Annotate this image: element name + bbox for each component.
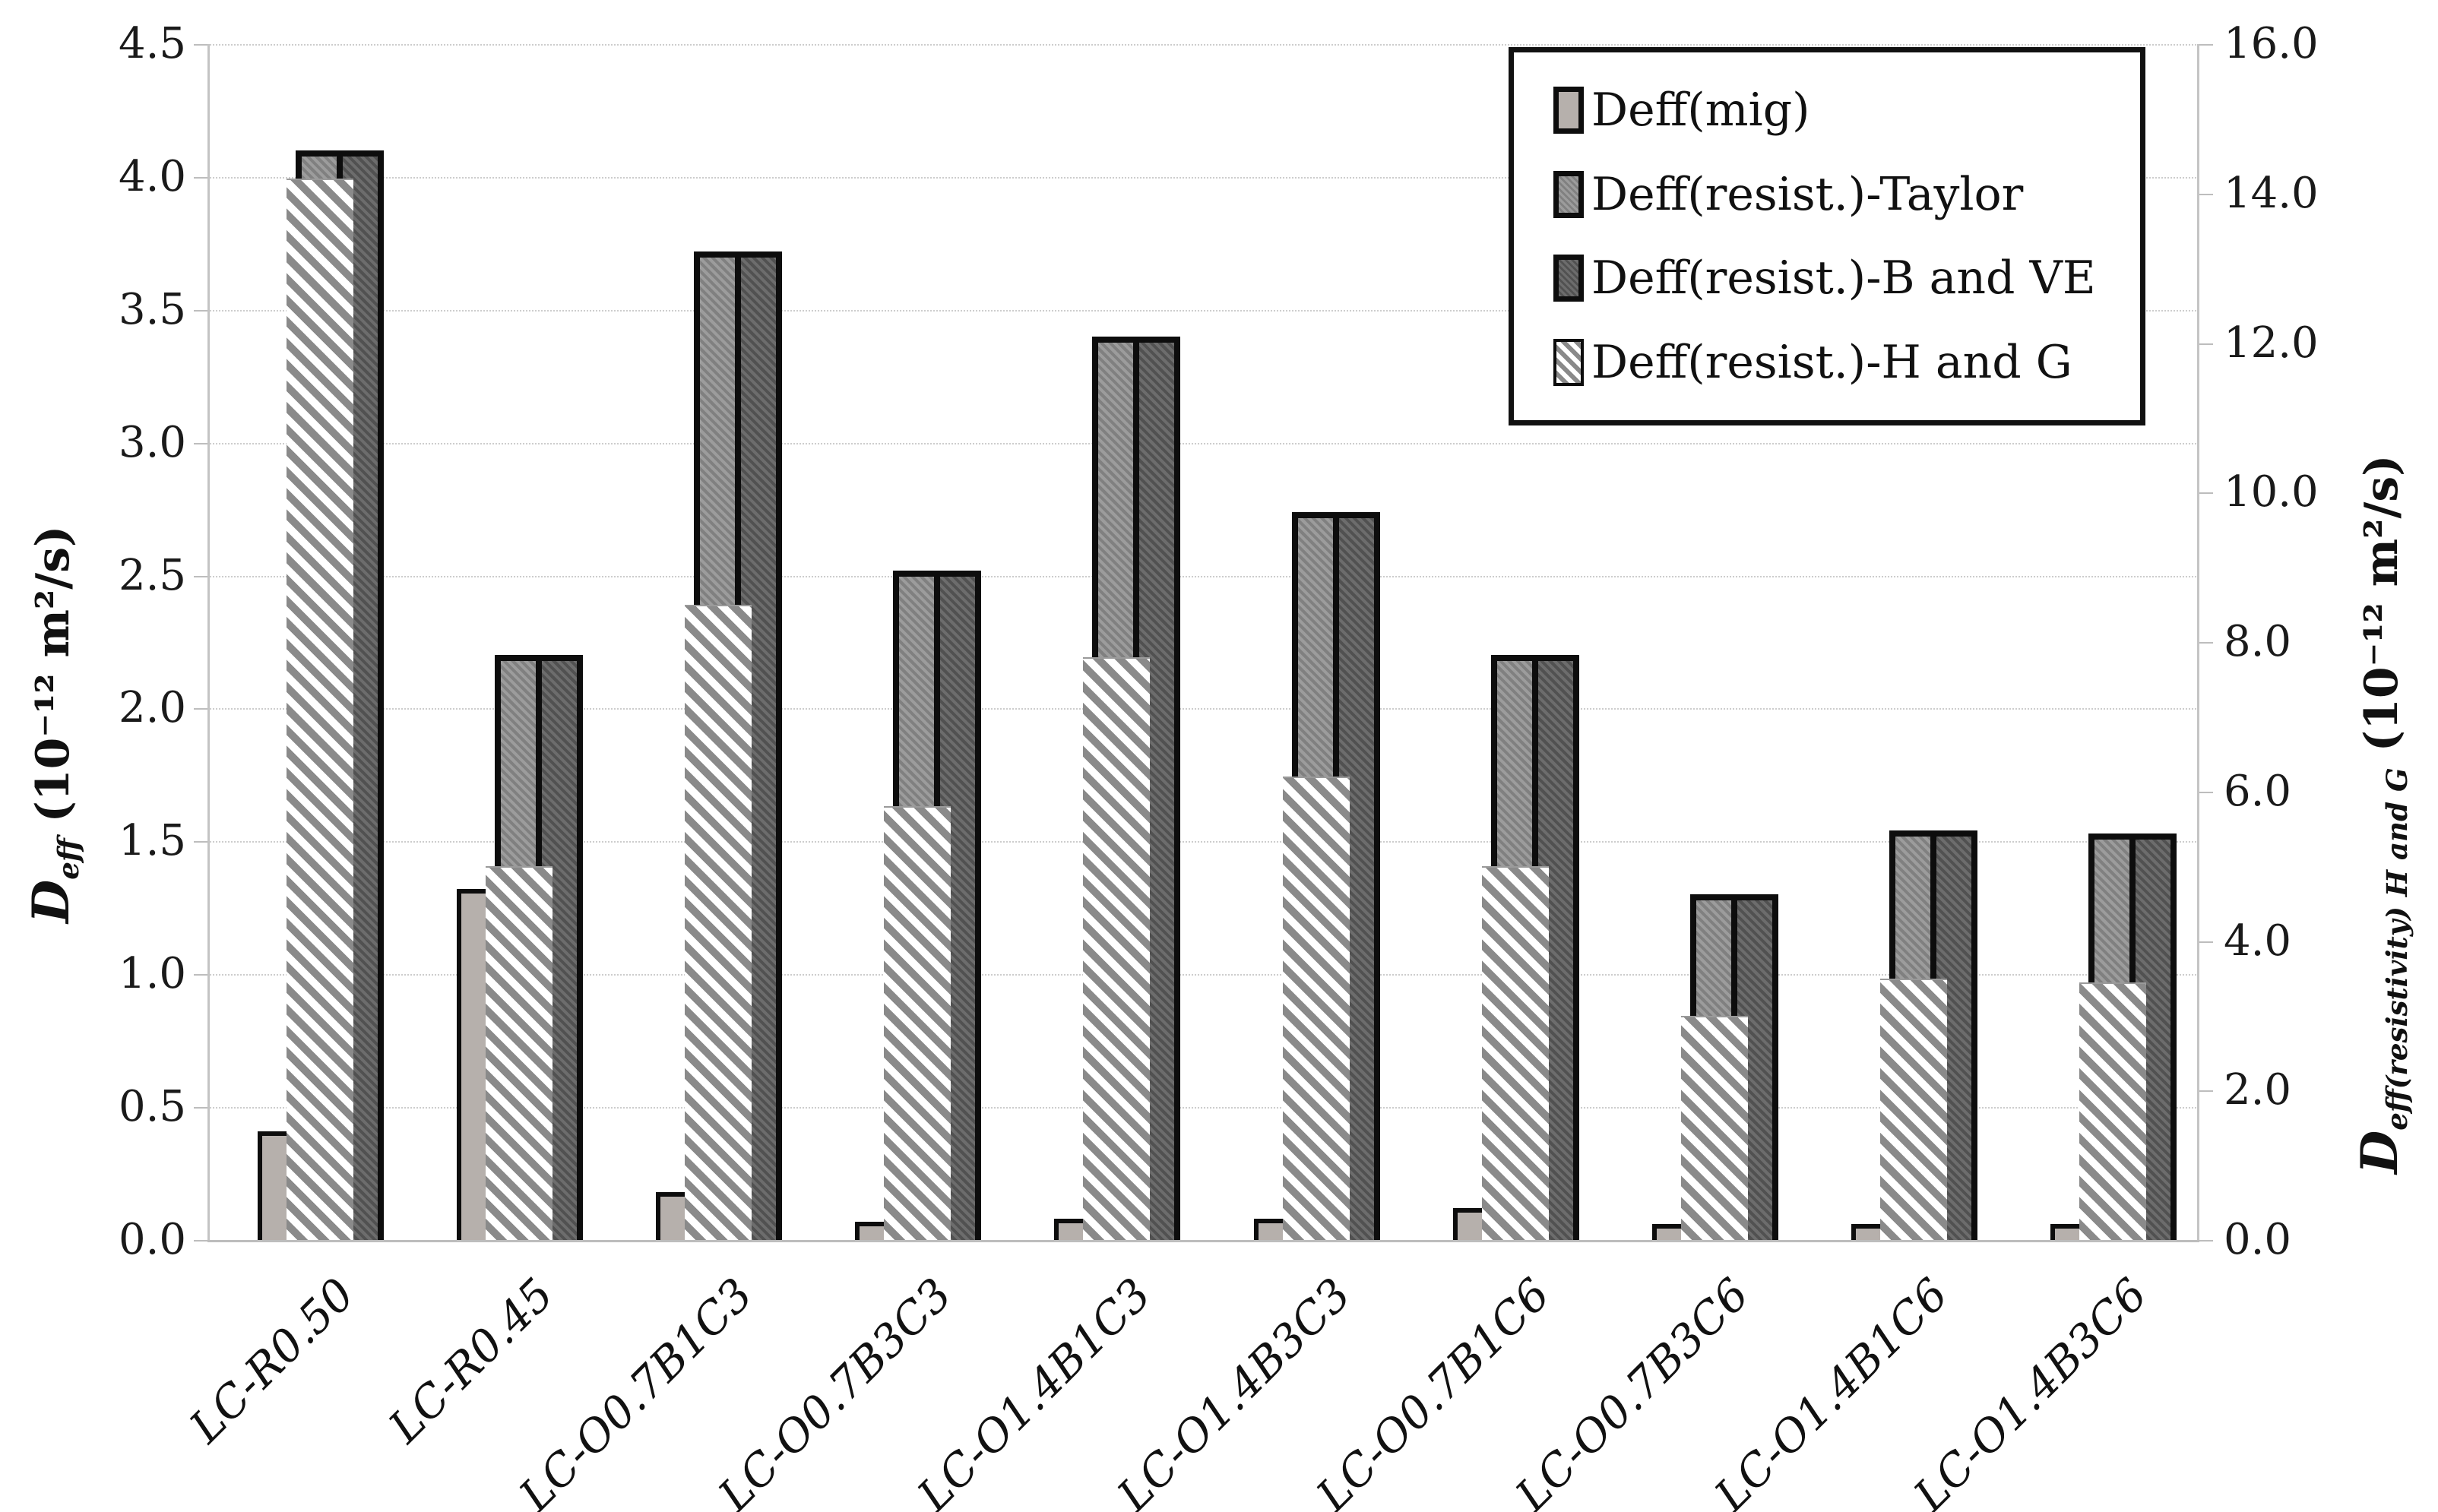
legend-swatch-hatch-icon (1553, 339, 1584, 387)
right-axis-tick-label: 6.0 (2224, 766, 2292, 816)
gridline (207, 1240, 2199, 1242)
legend: Deff(mig) Deff(resist.)-Taylor Deff(resist… (1509, 47, 2145, 425)
right-axis-tick (2199, 1090, 2213, 1093)
right-axis-tick-label: 8.0 (2224, 617, 2292, 666)
left-axis-tick-label: 4.5 (118, 19, 186, 68)
right-axis-tick (2199, 791, 2213, 793)
left-axis-tick (194, 44, 207, 46)
gridline (207, 309, 2199, 312)
legend-label: Deff(mig) (1591, 83, 1810, 137)
gridline (207, 44, 2199, 46)
bar-hatch (287, 179, 354, 1240)
bar-mig (1253, 1219, 1287, 1240)
legend-item-2: Deff(resist.)-Taylor (1553, 168, 2140, 221)
left-axis-tick (194, 176, 207, 179)
left-axis-tick-label: 2.0 (118, 683, 186, 733)
right-axis-tick (2199, 1240, 2213, 1242)
bar-hatch (1083, 656, 1151, 1240)
left-axis-tick (194, 442, 207, 444)
legend-label: Deff(resist.)-Taylor (1591, 167, 2024, 221)
legend-label: Deff(resist.)-H and G (1591, 336, 2072, 390)
x-axis-category-label: LC-R0.50 (179, 1268, 365, 1453)
left-axis-tick-label: 1.0 (118, 949, 186, 999)
legend-swatch-taylor-icon (1553, 170, 1584, 218)
legend-item-4: Deff(resist.)-H and G (1553, 336, 2140, 389)
bar-hatch (486, 866, 553, 1240)
x-axis-category-label: LC-R0.45 (378, 1268, 564, 1453)
gridline (207, 1107, 2199, 1109)
gridline (207, 708, 2199, 710)
left-axis-tick-label: 1.5 (118, 816, 186, 866)
bar-hatch (1879, 978, 1947, 1240)
right-axis-tick-label: 2.0 (2224, 1065, 2292, 1115)
right-axis-tick-label: 12.0 (2224, 318, 2319, 368)
left-axis-tick (194, 708, 207, 710)
legend-item-1: Deff(mig) (1553, 84, 2140, 137)
legend-swatch-mig-icon (1553, 86, 1584, 134)
bar-hatch (1282, 777, 1350, 1240)
right-axis-tick (2199, 941, 2213, 943)
right-axis-tick-label: 10.0 (2224, 467, 2319, 517)
right-axis-tick-label: 4.0 (2224, 916, 2292, 966)
left-axis-tick (194, 974, 207, 976)
right-axis-tick (2199, 44, 2213, 46)
right-axis-tick (2199, 642, 2213, 644)
gridline (207, 442, 2199, 444)
left-axis-tick-label: 3.0 (118, 417, 186, 467)
legend-item-3: Deff(resist.)-B and VE (1553, 251, 2140, 305)
right-axis-symbol: D (2350, 1130, 2409, 1174)
left-axis-tick (194, 309, 207, 312)
right-axis-tick-label: 16.0 (2224, 19, 2319, 68)
left-axis-line (207, 44, 210, 1240)
right-axis-line (2197, 44, 2199, 1240)
right-axis-subscript: eff(resistivity) H and G (2380, 767, 2414, 1131)
gridline (207, 176, 2199, 179)
right-axis-tick-label: 14.0 (2224, 168, 2319, 218)
plot-area (207, 44, 2199, 1242)
right-axis-tick (2199, 343, 2213, 345)
left-axis-symbol: D (21, 879, 81, 923)
gridline (207, 841, 2199, 843)
right-axis-title: Deff(resistivity) H and G (10⁻¹² m²/s) (2350, 454, 2414, 1174)
left-axis-tick-label: 0.0 (118, 1215, 186, 1264)
gridline (207, 974, 2199, 976)
left-axis-tick (194, 1240, 207, 1242)
left-axis-tick-label: 2.5 (118, 550, 186, 600)
bar-hatch (2079, 982, 2146, 1240)
left-axis-tick (194, 575, 207, 577)
left-axis-tick (194, 1107, 207, 1109)
right-axis-tick (2199, 193, 2213, 195)
gridline (207, 575, 2199, 577)
legend-label: Deff(resist.)-B and VE (1591, 251, 2096, 305)
bar-mig (656, 1192, 690, 1240)
left-axis-tick-label: 3.5 (118, 284, 186, 334)
left-axis-tick-label: 0.5 (118, 1082, 186, 1132)
bar-mig (258, 1131, 292, 1240)
right-axis-tick (2199, 492, 2213, 495)
legend-swatch-bve-icon (1553, 255, 1584, 302)
left-axis-tick (194, 841, 207, 843)
bar-hatch (1481, 866, 1549, 1240)
bar-hatch (1680, 1015, 1748, 1240)
bar-hatch (685, 604, 752, 1240)
bar-hatch (884, 806, 951, 1240)
left-axis-tick-label: 4.0 (118, 151, 186, 201)
right-axis-tick-label: 0.0 (2224, 1215, 2292, 1264)
